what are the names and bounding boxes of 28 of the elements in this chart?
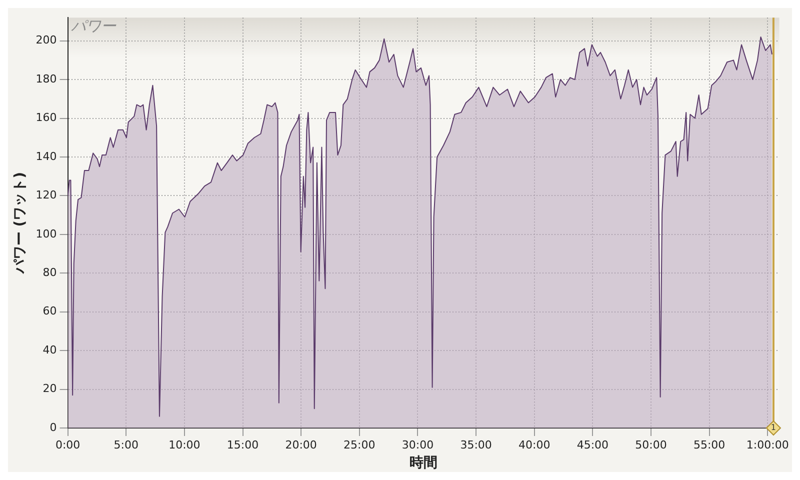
x-tick-label: 55:00 xyxy=(693,438,726,452)
y-tick-label: 40 xyxy=(42,343,57,356)
x-tick-label: 15:00 xyxy=(226,438,259,452)
x-tick-label: 30:00 xyxy=(402,438,434,452)
y-tick-label: 100 xyxy=(36,227,57,240)
x-tick-label: 50:00 xyxy=(635,438,667,452)
x-tick-label: 20:00 xyxy=(285,438,317,452)
x-tick-label: 1:00:00 xyxy=(746,438,789,452)
y-tick-label: 60 xyxy=(42,304,57,318)
y-tick-label: 200 xyxy=(36,34,57,47)
y-tick-label: 160 xyxy=(36,111,57,124)
y-tick-label: 140 xyxy=(36,150,57,163)
y-tick-label: 20 xyxy=(42,382,57,396)
x-tick-label: 5:00 xyxy=(114,438,138,452)
x-tick-label: 25:00 xyxy=(344,438,376,452)
x-tick-label: 45:00 xyxy=(576,438,609,452)
chart-title: パワー xyxy=(70,16,117,35)
x-tick-label: 0:00 xyxy=(55,438,80,452)
y-tick-label: 180 xyxy=(36,72,57,86)
y-tick-label: 80 xyxy=(42,266,57,279)
x-axis-title: 時間 xyxy=(410,455,438,472)
y-tick-label: 0 xyxy=(50,420,57,434)
x-tick-label: 10:00 xyxy=(168,438,200,452)
annotation: 1 xyxy=(770,423,776,432)
y-tick-label: 120 xyxy=(36,188,57,202)
y-axis-title: パワー (ワット) xyxy=(12,172,28,275)
x-tick-label: 40:00 xyxy=(518,438,550,452)
x-tick-label: 35:00 xyxy=(460,438,492,452)
